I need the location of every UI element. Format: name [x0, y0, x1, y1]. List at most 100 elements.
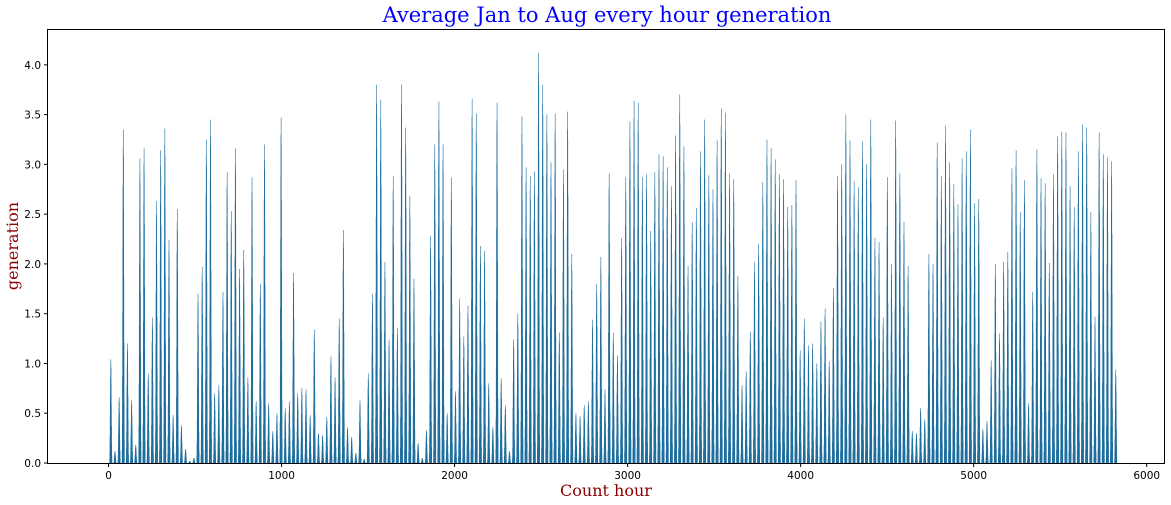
bar [1004, 426, 1005, 463]
bar [248, 457, 250, 463]
bar [1099, 439, 1101, 463]
y-tick-label: 0.5 [24, 408, 41, 420]
bar [696, 417, 698, 463]
y-tick-label: 4.0 [24, 60, 41, 72]
bar [111, 425, 112, 463]
bar [510, 462, 511, 463]
bar [613, 439, 615, 463]
bar [609, 410, 611, 463]
bar [514, 440, 515, 463]
bar [697, 445, 698, 463]
bar [771, 440, 773, 463]
bar [646, 359, 648, 463]
bar [431, 447, 432, 463]
bar [580, 454, 582, 463]
bar [838, 411, 839, 463]
bar [489, 434, 490, 463]
bar [792, 444, 794, 463]
bar [647, 411, 648, 463]
bar [933, 427, 935, 463]
bar [335, 457, 337, 463]
bar [717, 404, 719, 463]
bar [132, 451, 133, 463]
bar [140, 408, 142, 463]
bar [1108, 407, 1109, 463]
bar [771, 406, 773, 463]
bar [593, 437, 594, 463]
bar [281, 338, 283, 463]
bar [937, 440, 939, 463]
bar [983, 460, 985, 463]
bar [1041, 443, 1043, 463]
bar [1058, 345, 1059, 463]
bar [460, 433, 461, 463]
bar [381, 397, 382, 463]
bar [1103, 407, 1105, 463]
bar [435, 440, 437, 463]
bar [809, 454, 810, 463]
x-tick-label: 2000 [441, 470, 468, 482]
bar [572, 448, 574, 463]
bar [622, 382, 623, 463]
bar [206, 404, 208, 463]
bar [1024, 361, 1026, 463]
bar [402, 394, 403, 463]
bar [792, 416, 794, 463]
bar [152, 436, 154, 463]
bar [892, 449, 893, 463]
bar [705, 438, 707, 463]
bar [589, 458, 590, 463]
bar [709, 442, 711, 463]
bar [854, 412, 856, 463]
bar [701, 441, 702, 463]
bar [672, 443, 673, 463]
bar [821, 437, 823, 463]
bar [406, 402, 407, 463]
bar [294, 428, 295, 463]
bar [530, 411, 532, 463]
bar [115, 460, 117, 463]
bar [489, 457, 491, 463]
bar [426, 451, 428, 463]
bar [252, 411, 254, 463]
bar [531, 442, 532, 463]
bar [244, 386, 245, 463]
bar [809, 441, 810, 463]
bar [393, 442, 395, 463]
bar [925, 455, 926, 463]
bar [1029, 458, 1030, 463]
bar [352, 461, 354, 463]
bar [547, 400, 549, 463]
y-axis: 0.0 0.5 1.0 1.5 2.0 2.5 3.0 3.5 4.0 [24, 60, 48, 470]
bar [1112, 408, 1113, 463]
bar [1083, 439, 1084, 463]
bar [821, 453, 823, 463]
bar [484, 386, 486, 463]
bar [169, 422, 171, 463]
bar [534, 410, 536, 463]
bar [186, 462, 187, 463]
bar [286, 459, 287, 463]
bar [298, 458, 300, 463]
bar [431, 422, 432, 463]
bar [124, 439, 125, 463]
bar [157, 415, 158, 463]
bar [223, 451, 225, 463]
bar [1095, 452, 1097, 463]
bar [373, 432, 374, 463]
bar [269, 458, 270, 463]
bar [800, 442, 802, 463]
bar [763, 443, 765, 463]
bar [510, 460, 511, 463]
bar [995, 391, 997, 463]
bar [713, 413, 715, 463]
bar [518, 452, 520, 463]
bar [497, 437, 499, 463]
bar [900, 410, 902, 463]
bar [289, 451, 291, 463]
bar [1091, 445, 1093, 463]
bar [995, 427, 997, 463]
bar [933, 391, 935, 463]
bar [1087, 439, 1089, 463]
bar [726, 438, 727, 463]
